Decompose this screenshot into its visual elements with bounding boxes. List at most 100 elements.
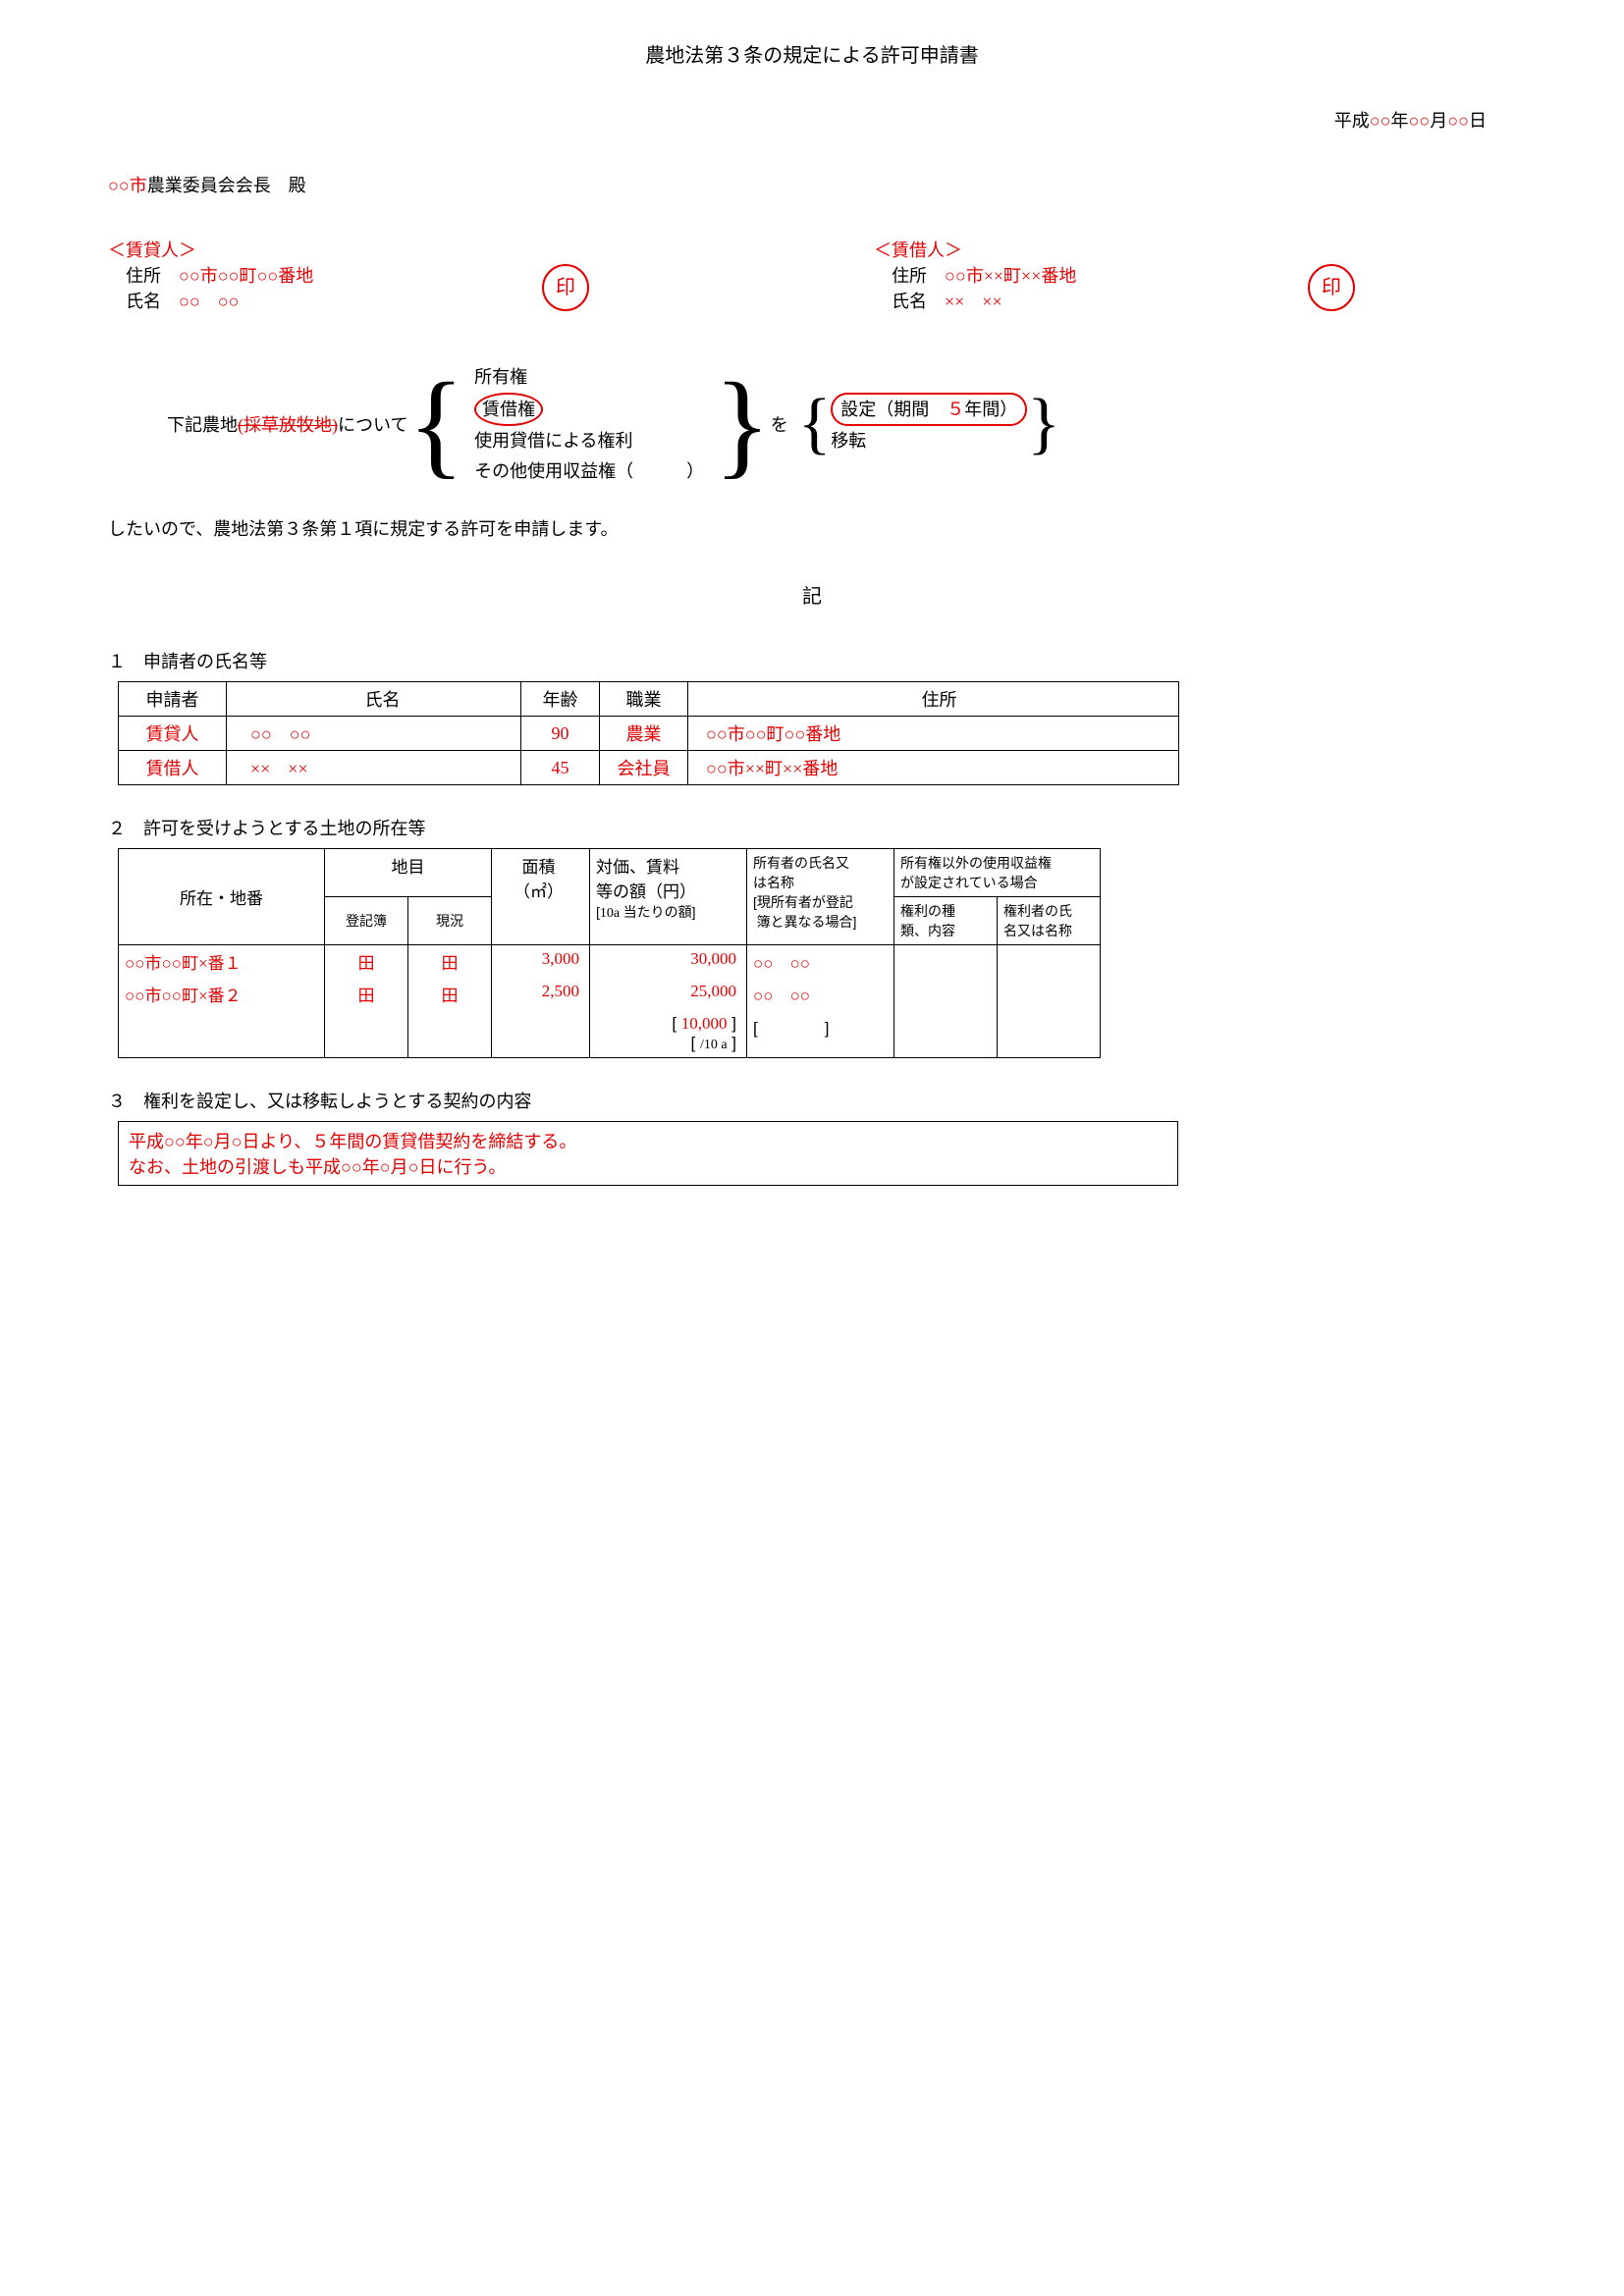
table-row: 賃貸人 ○○ ○○ 90 農業 ○○市○○町○○番地 (119, 717, 1179, 751)
cell-loc: ○○市○○町×番１ (119, 945, 325, 979)
rights-strike: (採草放牧地) (238, 411, 338, 437)
hdr-owner: 所有者の氏名又は名称 [現所有者が登記 簿と異なる場合] (747, 849, 894, 945)
hdr-other: 所有権以外の使用収益権が設定されている場合 (894, 849, 1101, 897)
cell-occ: 会社員 (600, 751, 688, 785)
rights-set-circled: 設定（期間 ５年間） (831, 393, 1027, 427)
rights-right-options: 設定（期間 ５年間） 移転 (831, 393, 1027, 456)
cell-area: 3,000 (492, 945, 590, 979)
cell-age: 90 (521, 717, 600, 751)
contract-line1: 平成○○年○月○日より、５年間の賃貸借契約を締結する。 (129, 1128, 1167, 1153)
cell-per10a: [ 10,000 ] [ /10 a ] (590, 1010, 747, 1058)
cell-area: 2,500 (492, 978, 590, 1010)
hdr-addr: 住所 (688, 682, 1179, 717)
hdr-rname: 権利者の氏名又は名称 (998, 897, 1101, 945)
table-row: 賃借人 ×× ×× 45 会社員 ○○市××町××番地 (119, 751, 1179, 785)
hdr-name: 氏名 (227, 682, 521, 717)
contract-line2: なお、土地の引渡しも平成○○年○月○日に行う。 (129, 1153, 1167, 1179)
lessee-block: ＜賃借人＞ 住所 ○○市××町××番地 氏名 ×× ×× 印 (874, 237, 1365, 313)
cell-app: 賃貸人 (119, 717, 227, 751)
cell-owner: ○○ ○○ (747, 978, 894, 1010)
lessor-name-row: 氏名 ○○ ○○ (126, 288, 599, 313)
lessee-name-row: 氏名 ×× ×× (892, 288, 1365, 313)
rights-wo: を (771, 411, 788, 437)
cell-owner: ○○ ○○ (747, 945, 894, 979)
hdr-price: 対価、賃料等の額（円） [10a 当たりの額] (590, 849, 747, 945)
table-row: ○○市○○町×番１ 田 田 3,000 30,000 ○○ ○○ (119, 945, 1101, 979)
table-header-row: 申請者 氏名 年齢 職業 住所 (119, 682, 1179, 717)
hdr-applicant: 申請者 (119, 682, 227, 717)
date-month: ○○ (1409, 111, 1431, 131)
lessee-addr-row: 住所 ○○市××町××番地 (892, 262, 1365, 288)
cell-cur: 田 (408, 978, 492, 1010)
sec2-head: ２ 許可を受けようとする土地の所在等 (108, 815, 1545, 840)
lessee-addr-label: 住所 (892, 266, 927, 286)
hdr-rtype: 権利の種類、内容 (894, 897, 998, 945)
doc-title: 農地法第３条の規定による許可申請書 (79, 39, 1545, 68)
lessor-name: ○○ ○○ (179, 292, 240, 311)
rights-set-years: ５ (947, 400, 964, 419)
brace-left-icon: { (407, 365, 464, 483)
rights-list: 所有権 賃借権 使用貸借による権利 その他使用収益権（ ） (474, 362, 704, 486)
lessor-seal-icon: 印 (542, 264, 589, 311)
rights-prefix1: 下記農地 (167, 411, 238, 437)
brace-right2-icon: } (1027, 390, 1060, 458)
cell-occ: 農業 (600, 717, 688, 751)
cell-rtype (894, 945, 998, 979)
sec1-head: １ 申請者の氏名等 (108, 648, 1545, 673)
table-row: ○○市○○町×番２ 田 田 2,500 25,000 ○○ ○○ (119, 978, 1101, 1010)
cell-rname (998, 945, 1101, 979)
lessee-heading: ＜賃借人＞ (874, 237, 1365, 262)
lessee-addr: ○○市××町××番地 (945, 266, 1076, 286)
cell-price: 25,000 (590, 978, 747, 1010)
addressee: ○○市農業委員会会長 殿 (108, 172, 1545, 197)
cell-owner-brackets: [ ] (747, 1010, 894, 1058)
lessee-name-label: 氏名 (892, 292, 927, 311)
brace-left2-icon: { (798, 390, 832, 458)
date-line: 平成○○年○○月○○日 (79, 107, 1487, 133)
date-year: ○○ (1370, 111, 1391, 131)
cell-reg: 田 (325, 978, 408, 1010)
rights-transfer: 移転 (831, 426, 1027, 456)
lessor-heading: ＜賃貸人＞ (108, 237, 599, 262)
parties-block: ＜賃貸人＞ 住所 ○○市○○町○○番地 氏名 ○○ ○○ 印 ＜賃借人＞ 住所 … (108, 237, 1545, 313)
cell-app: 賃借人 (119, 751, 227, 785)
land-table: 所在・地番 地目 面積（㎡） 対価、賃料等の額（円） [10a 当たりの額] 所… (118, 848, 1101, 1058)
lessor-addr: ○○市○○町○○番地 (179, 266, 313, 286)
date-era: 平成 (1334, 111, 1370, 131)
cell-reg: 田 (325, 945, 408, 979)
contract-table: 平成○○年○月○日より、５年間の賃貸借契約を締結する。 なお、土地の引渡しも平成… (118, 1121, 1178, 1186)
lessee-seal-icon: 印 (1308, 264, 1355, 311)
hdr-age: 年齢 (521, 682, 600, 717)
rights-opt4: その他使用収益権（ ） (474, 456, 704, 487)
rights-set-suffix: 年間） (964, 400, 1017, 419)
rights-set-label: 設定（期間 (840, 400, 947, 419)
rights-right-col: { 設定（期間 ５年間） 移転 } (798, 390, 1060, 458)
hdr-area: 面積（㎡） (492, 849, 590, 945)
cell-addr: ○○市○○町○○番地 (688, 717, 1179, 751)
table-header-row: 所在・地番 地目 面積（㎡） 対価、賃料等の額（円） [10a 当たりの額] 所… (119, 849, 1101, 897)
rights-opt3: 使用貸借による権利 (474, 426, 704, 456)
cell-name: ×× ×× (227, 751, 521, 785)
cell-loc: ○○市○○町×番２ (119, 978, 325, 1010)
cell-name: ○○ ○○ (227, 717, 521, 751)
lessee-name: ×× ×× (945, 292, 1002, 311)
addressee-city: ○○市 (108, 176, 147, 195)
rights-block: 下記農地(採草放牧地)について { 所有権 賃借権 使用貸借による権利 その他使… (167, 362, 1545, 486)
cell-rname (998, 978, 1101, 1010)
cell-addr: ○○市××町××番地 (688, 751, 1179, 785)
hdr-reg: 登記簿 (325, 897, 408, 945)
hdr-loc: 所在・地番 (119, 849, 325, 945)
body-text: したいので、農地法第３条第１項に規定する許可を申請します。 (108, 515, 1545, 541)
lessor-block: ＜賃貸人＞ 住所 ○○市○○町○○番地 氏名 ○○ ○○ 印 (108, 237, 599, 313)
hdr-cur: 現況 (408, 897, 492, 945)
lessor-name-label: 氏名 (126, 292, 161, 311)
cell-rtype (894, 978, 998, 1010)
cell-age: 45 (521, 751, 600, 785)
rights-opt1: 所有権 (474, 362, 704, 393)
contract-content: 平成○○年○月○日より、５年間の賃貸借契約を締結する。 なお、土地の引渡しも平成… (119, 1122, 1178, 1186)
cell-cur: 田 (408, 945, 492, 979)
brace-right-icon: } (714, 365, 771, 483)
cell-price: 30,000 (590, 945, 747, 979)
table-row: [ 10,000 ] [ /10 a ] [ ] (119, 1010, 1101, 1058)
hdr-occ: 職業 (600, 682, 688, 717)
